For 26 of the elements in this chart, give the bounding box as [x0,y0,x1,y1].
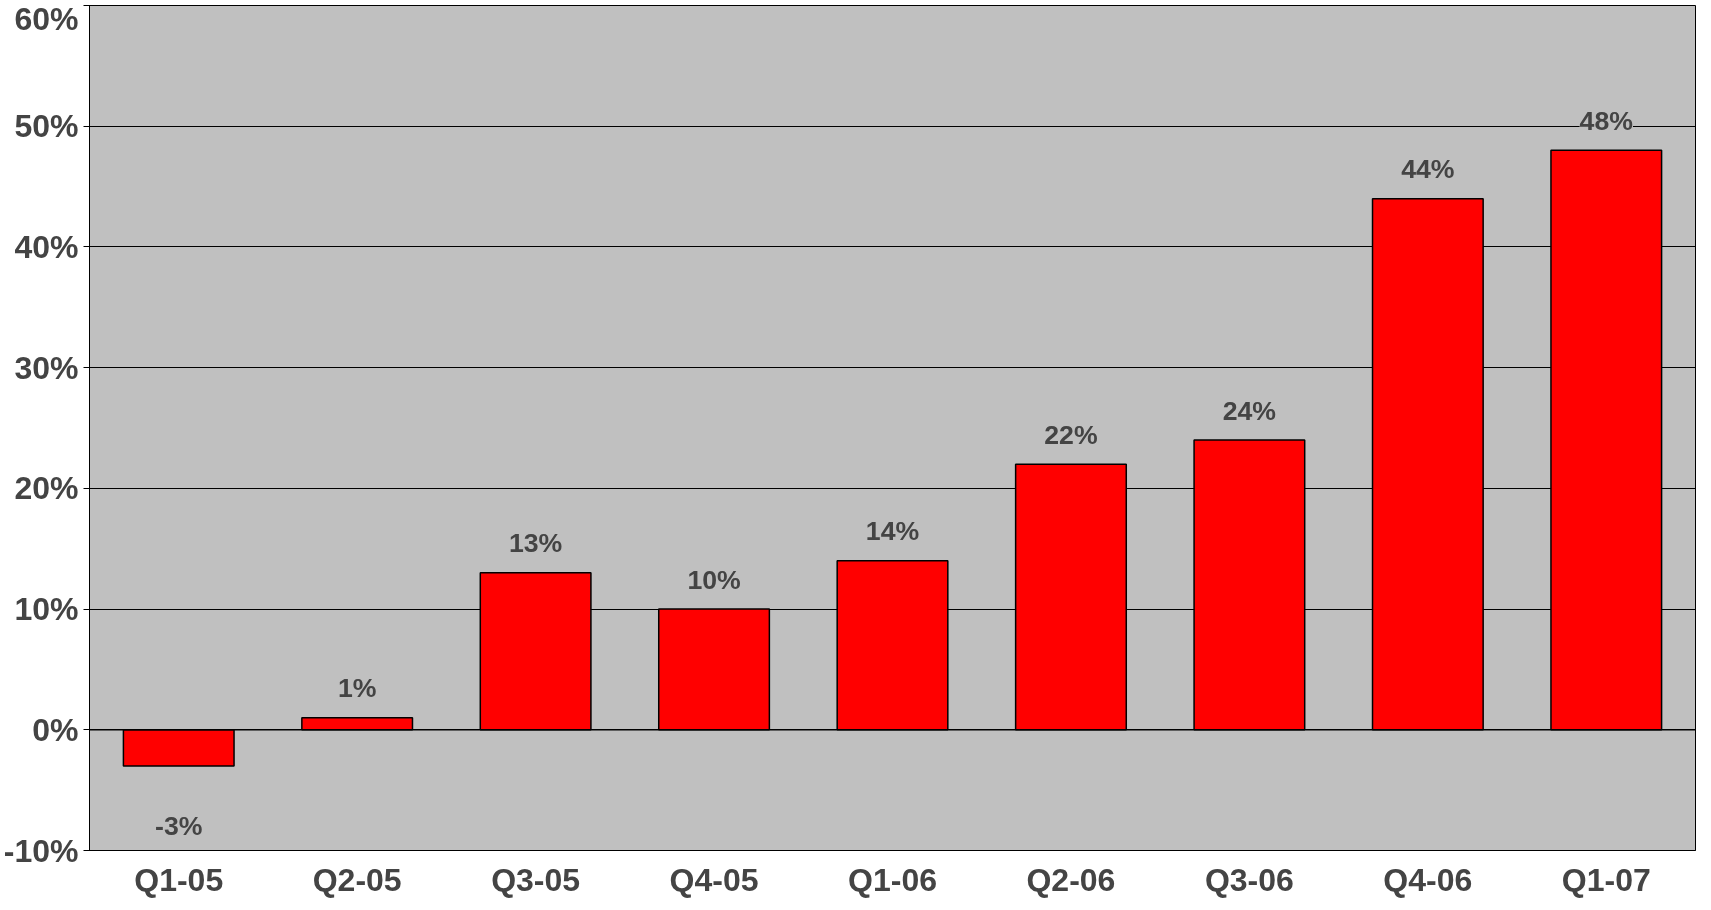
data-label: 48% [1579,105,1633,136]
data-label: 1% [337,673,377,704]
x-tick-label: Q1-06 [848,861,937,898]
x-tick-label: Q3-05 [491,861,581,898]
data-label: 44% [1401,154,1455,185]
x-tick-label: Q4-06 [1383,861,1473,898]
y-tick-label: 50% [14,108,79,145]
y-tick-label: -10% [3,832,79,869]
data-label: 14% [865,516,920,547]
x-tick-label: Q3-06 [1204,861,1294,898]
data-label: 24% [1222,395,1277,426]
y-tick-label: 30% [14,349,79,386]
data-label: 22% [1044,419,1098,450]
y-tick-label: 0% [32,711,79,748]
x-tick-label: Q1-07 [1561,861,1651,898]
data-label: 10% [687,564,741,595]
x-tick-label: Q2-05 [312,861,402,898]
data-label: -3% [155,810,203,841]
y-tick-label: 20% [14,470,79,507]
x-tick-label: Q1-05 [134,861,224,898]
data-label: 13% [508,528,563,559]
y-tick-label: 40% [14,228,79,265]
x-tick-label: Q4-05 [669,861,759,898]
x-tick-label: Q2-06 [1026,861,1116,898]
y-tick-label: 60% [14,0,79,37]
y-tick-label: 10% [14,591,79,628]
